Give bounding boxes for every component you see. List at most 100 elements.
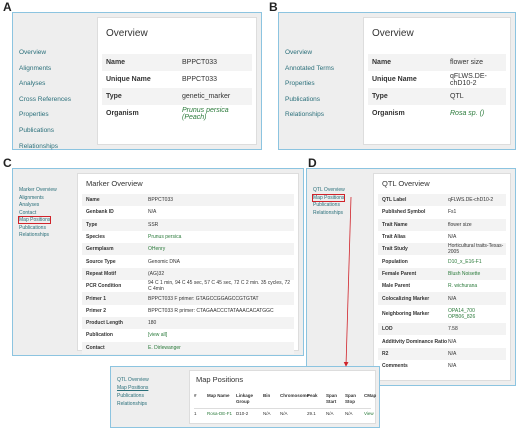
table-row: Type QTL bbox=[368, 88, 506, 105]
table-row: Repeat Motif (AG)32 bbox=[82, 267, 294, 281]
table-row: Colocalizing Marker N/A bbox=[378, 292, 506, 305]
table-row: Comments N/A bbox=[378, 360, 506, 372]
row-value[interactable]: Prunus persica bbox=[148, 234, 182, 241]
row-label: Trait Name bbox=[382, 221, 408, 228]
row-value: QTL bbox=[450, 93, 464, 100]
table-row: Trait Name flower size bbox=[378, 218, 506, 231]
sidebar-link[interactable]: Cross References bbox=[19, 95, 72, 103]
row-label: Organism bbox=[372, 110, 405, 117]
panel: Overview Annotated Terms Properties Publica… bbox=[278, 12, 516, 150]
panel-label: B bbox=[269, 0, 278, 14]
table-row: Primer 1 BPPCT033 F primer: GTAGCCGGAGCCG… bbox=[82, 292, 294, 305]
table-row: Name flower size bbox=[368, 54, 506, 71]
table-row: Type SSR bbox=[82, 218, 294, 231]
table-row: PCR Condition 94 C 1 min, 94 C 45 sec, 57… bbox=[82, 280, 294, 292]
row-value[interactable]: Rosa sp. () bbox=[450, 110, 485, 117]
sidebar-link[interactable]: Marker Overview bbox=[19, 187, 57, 193]
table-row: QTL Label qFLWS.DE-chD10-2 bbox=[378, 194, 506, 207]
sidebar-link[interactable]: Alignments bbox=[19, 64, 52, 72]
table-row: Publication [view all] bbox=[82, 329, 294, 341]
table-row: Germplasm OHenry bbox=[82, 243, 294, 256]
row-value[interactable]: Prunus persica (Peach) bbox=[182, 106, 229, 121]
row-label: Type bbox=[106, 93, 122, 100]
table-cell[interactable]: View bbox=[364, 411, 374, 416]
sidebar-link[interactable]: Relationships bbox=[19, 232, 50, 238]
table-row: Population D10_x_E16-F1 bbox=[378, 256, 506, 268]
panel-title: Overview bbox=[372, 28, 414, 39]
sidebar-link[interactable]: Relationships bbox=[19, 142, 59, 150]
table-cell[interactable]: Rosa-DE-F1 bbox=[207, 411, 233, 416]
row-label: Colocalizing Marker bbox=[382, 295, 430, 302]
row-label: Additivity Dominance Ratio bbox=[382, 338, 448, 345]
table-cell: N/A bbox=[280, 411, 288, 416]
row-label: Population bbox=[382, 258, 408, 265]
row-label: LOD bbox=[382, 326, 393, 333]
sidebar-link[interactable]: Publications bbox=[313, 202, 340, 208]
sidebar-link[interactable]: Publications bbox=[19, 224, 46, 231]
sidebar-link[interactable]: Analyses bbox=[19, 80, 46, 88]
panel-label: D bbox=[308, 156, 317, 170]
row-label: Name bbox=[106, 59, 126, 66]
row-label: Primer 1 bbox=[86, 295, 107, 302]
row-value: flower size bbox=[450, 59, 484, 66]
sidebar-link[interactable]: Overview bbox=[285, 49, 313, 56]
sidebar-link[interactable]: Annotated Terms bbox=[285, 64, 335, 72]
sidebar-link[interactable]: Overview bbox=[19, 49, 47, 56]
table-row: Name BPPCT033 bbox=[82, 194, 294, 207]
table-cell: N/A bbox=[326, 411, 334, 416]
row-label: Male Parent bbox=[382, 283, 411, 290]
row-value[interactable]: OPB06_826 bbox=[448, 313, 476, 320]
table-row: Trait Study Horticultural traits-Texas-20… bbox=[378, 243, 506, 256]
sidebar-link[interactable]: QTL Overview bbox=[117, 377, 149, 383]
panel-title: Overview bbox=[106, 28, 148, 39]
sidebar-link[interactable]: Map Positions bbox=[311, 193, 346, 202]
row-label: Product Length bbox=[86, 320, 123, 327]
row-value: N/A bbox=[448, 234, 457, 241]
row-value: SSR bbox=[148, 221, 159, 228]
sidebar-link[interactable]: Publications bbox=[19, 127, 55, 134]
sidebar-link[interactable]: Map Positions bbox=[17, 216, 52, 224]
row-value[interactable]: D10_x_E16-F1 bbox=[448, 258, 482, 265]
sidebar-link[interactable]: Contact bbox=[19, 209, 37, 216]
row-value: Horticultural traits-Texas-2005 bbox=[448, 243, 504, 256]
row-label: Name bbox=[372, 59, 392, 66]
sidebar-link[interactable]: Alignments bbox=[19, 194, 44, 201]
sidebar-link[interactable]: Relationships bbox=[285, 111, 325, 119]
sidebar-link[interactable]: Properties bbox=[285, 80, 315, 88]
table-header: Map Name bbox=[207, 393, 230, 398]
row-value[interactable]: E. Dirlewanger bbox=[148, 344, 181, 351]
row-value[interactable]: OHenry bbox=[148, 246, 166, 253]
row-value: N/A bbox=[448, 338, 457, 345]
sidebar-link[interactable]: Relationships bbox=[313, 209, 344, 216]
table-row: Contact E. Dirlewanger bbox=[82, 341, 294, 354]
table-row: Genbank ID N/A bbox=[82, 206, 294, 218]
table-header: CMap bbox=[364, 393, 377, 398]
sidebar-link[interactable]: Map Positions bbox=[117, 385, 149, 391]
table-cell: D10-2 bbox=[236, 411, 249, 416]
panel-label: C bbox=[3, 156, 12, 170]
sidebar-link[interactable]: QTL Overview bbox=[313, 187, 345, 193]
row-value: Genomic DNA bbox=[148, 258, 180, 265]
row-value[interactable]: Blush Noisette bbox=[448, 270, 481, 277]
sidebar-link[interactable]: Properties bbox=[19, 111, 49, 119]
row-label: Name bbox=[86, 197, 100, 204]
row-value: qFLWS.DE-chD10-2 bbox=[448, 197, 494, 204]
row-value[interactable]: [view all] bbox=[148, 332, 168, 339]
sidebar-link[interactable]: Publications bbox=[117, 393, 144, 399]
row-value: 94 C 1 min, 94 C 45 sec, 57 C 45 sec, 72… bbox=[148, 280, 291, 293]
sidebar-link[interactable]: Publications bbox=[285, 95, 321, 103]
table-row: Type genetic_marker bbox=[102, 88, 252, 105]
table-row: R2 N/A bbox=[378, 347, 506, 361]
row-value-group: OPA14_700 OPB06_826 bbox=[448, 308, 475, 320]
row-value[interactable]: R. wichurana bbox=[448, 283, 478, 290]
content-panel: Overview Name flower size Unique Name qFLWS.… bbox=[363, 17, 511, 145]
sidebar-link[interactable]: Relationships bbox=[117, 401, 148, 407]
table-row: Product Length 180 bbox=[82, 317, 294, 330]
row-label: Genbank ID bbox=[86, 209, 114, 216]
row-value: qFLWS.DE-chD10-2 bbox=[450, 72, 487, 87]
inset-panel: QTL Overview Map Positions Publications Rel… bbox=[110, 366, 380, 428]
table-row: Name BPPCT033 bbox=[102, 54, 252, 71]
row-value[interactable]: OPA14_700 bbox=[448, 307, 475, 314]
sidebar-link[interactable]: Analyses bbox=[19, 202, 40, 208]
panel-title: Map Positions bbox=[196, 375, 244, 384]
